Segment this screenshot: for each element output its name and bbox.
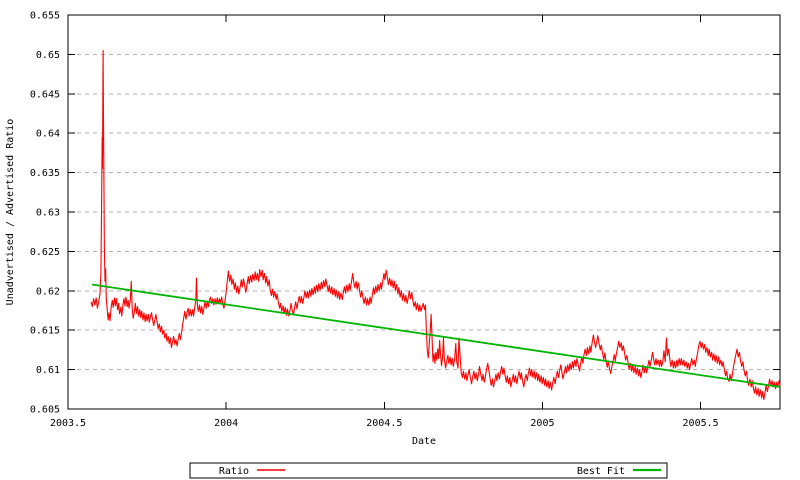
legend-label-best-fit: Best Fit: [577, 466, 625, 477]
x-tick-label: 2004.5: [366, 418, 402, 429]
y-tick-label: 0.655: [30, 11, 60, 22]
y-tick-label: 0.625: [30, 247, 60, 258]
y-tick-label: 0.65: [36, 50, 60, 61]
y-tick-label: 0.64: [36, 129, 60, 140]
y-tick-label: 0.605: [30, 405, 60, 416]
series-line-ratio: [90, 49, 781, 401]
legend-box: [189, 462, 668, 479]
x-tick-label: 2003.5: [50, 418, 86, 429]
x-axis-title: Date: [412, 436, 436, 447]
y-tick-label: 0.635: [30, 168, 60, 179]
y-tick-label: 0.62: [36, 286, 60, 297]
x-tick-label: 2005: [530, 418, 554, 429]
y-tick-label: 0.645: [30, 89, 60, 100]
y-tick-label: 0.61: [36, 365, 60, 376]
x-tick-label: 2005.5: [683, 418, 719, 429]
x-tick-label: 2004: [214, 418, 238, 429]
legend-label-ratio: Ratio: [219, 466, 249, 477]
y-axis-title: Unadvertised / Advertised Ratio: [5, 119, 16, 306]
y-tick-label: 0.63: [36, 208, 60, 219]
y-tick-label: 0.615: [30, 326, 60, 337]
series-line-best-fit: [91, 283, 781, 388]
